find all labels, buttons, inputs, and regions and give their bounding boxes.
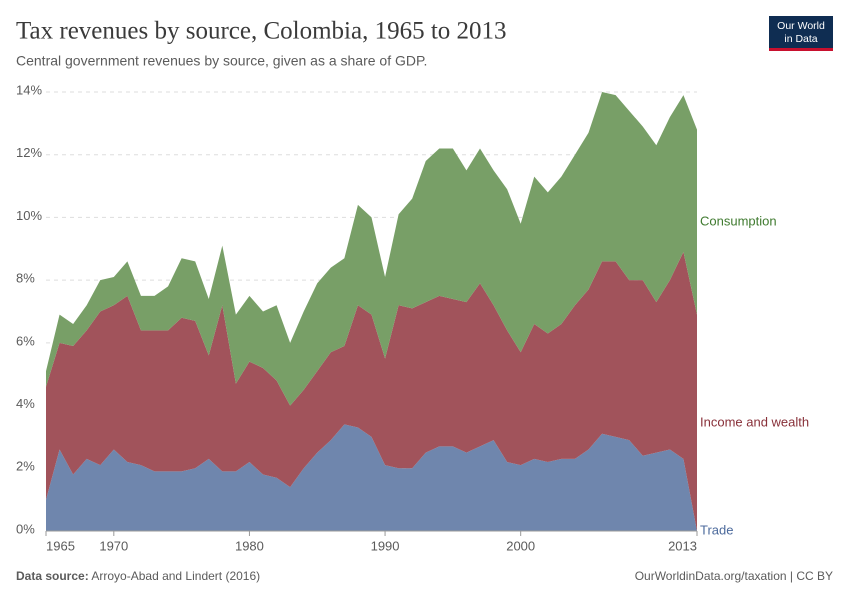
- x-tick-label: 1965: [46, 538, 75, 553]
- y-tick-label: 8%: [16, 271, 35, 286]
- x-tick-label: 1980: [235, 538, 264, 553]
- source-text: Arroyo-Abad and Lindert (2016): [91, 569, 260, 583]
- x-tick-label: 1970: [99, 538, 128, 553]
- y-tick-label: 10%: [16, 208, 42, 223]
- source-label: Data source:: [16, 569, 89, 583]
- y-tick-label: 4%: [16, 396, 35, 411]
- logo-bar: [769, 48, 833, 51]
- area: [46, 424, 697, 531]
- y-tick-label: 12%: [16, 145, 42, 160]
- x-tick-label: 2013: [668, 538, 697, 553]
- area: [46, 92, 697, 406]
- logo-box: [769, 16, 833, 50]
- chart-subtitle: Central government revenues by source, g…: [16, 53, 427, 69]
- chart-title: Tax revenues by source, Colombia, 1965 t…: [16, 18, 507, 45]
- x-tick-label: 2000: [506, 538, 535, 553]
- y-tick-label: 6%: [16, 333, 35, 348]
- logo-text: Our World: [777, 20, 825, 32]
- y-tick-label: 14%: [16, 82, 42, 97]
- y-tick-label: 2%: [16, 459, 35, 474]
- series-label: Income and wealth: [700, 414, 809, 429]
- series-label: Consumption: [700, 214, 777, 229]
- x-tick-label: 1990: [371, 538, 400, 553]
- logo-text: in Data: [784, 33, 817, 45]
- series-label: Trade: [700, 522, 733, 537]
- logo[interactable]: Our World in Data: [769, 16, 833, 51]
- source: Data source: Arroyo-Abad and Lindert (20…: [16, 569, 260, 583]
- area: [46, 251, 697, 531]
- y-tick-label: 0%: [16, 521, 35, 536]
- note[interactable]: OurWorldinData.org/taxation | CC BY: [635, 569, 833, 583]
